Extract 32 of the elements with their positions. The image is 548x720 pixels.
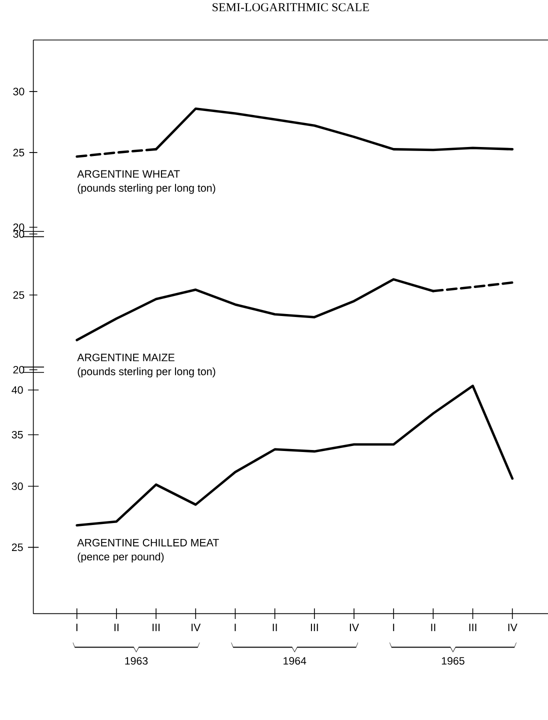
y-tick-label: 30 bbox=[13, 88, 24, 96]
x-tick-label: I bbox=[393, 624, 394, 632]
x-tick-label: II bbox=[272, 624, 277, 632]
x-tick-label: IV bbox=[350, 624, 359, 632]
text: 1964 bbox=[284, 657, 306, 665]
x-tick-label: I bbox=[76, 624, 78, 632]
y-tick-label: 35 bbox=[12, 430, 23, 438]
annotation: (pounds sterling per long ton) bbox=[78, 367, 216, 378]
annotation: (pence per pound) bbox=[78, 552, 164, 563]
annotation: ARGENTINE MAIZE bbox=[77, 354, 174, 362]
y-tick-label: 20 bbox=[13, 366, 24, 374]
x-tick-label: III bbox=[310, 624, 318, 632]
x-tick-label: III bbox=[152, 624, 160, 632]
x-tick-label: III bbox=[469, 624, 476, 632]
x-tick-label: II bbox=[114, 624, 118, 632]
x-tick-label: I bbox=[234, 624, 236, 632]
x-tick-label: IV bbox=[192, 624, 201, 632]
text: 1965 bbox=[442, 657, 464, 665]
annotation: (pounds sterling per long ton) bbox=[78, 184, 216, 194]
y-tick-label: 30 bbox=[13, 230, 24, 238]
y-tick-label: 25 bbox=[13, 291, 24, 299]
chart-title: SEMI-LOGARITHMIC SCALE bbox=[212, 3, 369, 12]
x-tick-label: II bbox=[431, 624, 436, 632]
text: 1963 bbox=[125, 657, 148, 665]
y-tick-label: 25 bbox=[13, 148, 24, 156]
y-tick-label: 30 bbox=[12, 482, 23, 490]
y-tick-label: 40 bbox=[12, 386, 23, 394]
line-series bbox=[76, 384, 514, 526]
x-tick-label: IV bbox=[508, 624, 518, 632]
annotation: ARGENTINE WHEAT bbox=[77, 170, 180, 178]
y-tick-label: 25 bbox=[12, 544, 23, 552]
annotation: ARGENTINE CHILLED MEAT bbox=[77, 538, 219, 546]
